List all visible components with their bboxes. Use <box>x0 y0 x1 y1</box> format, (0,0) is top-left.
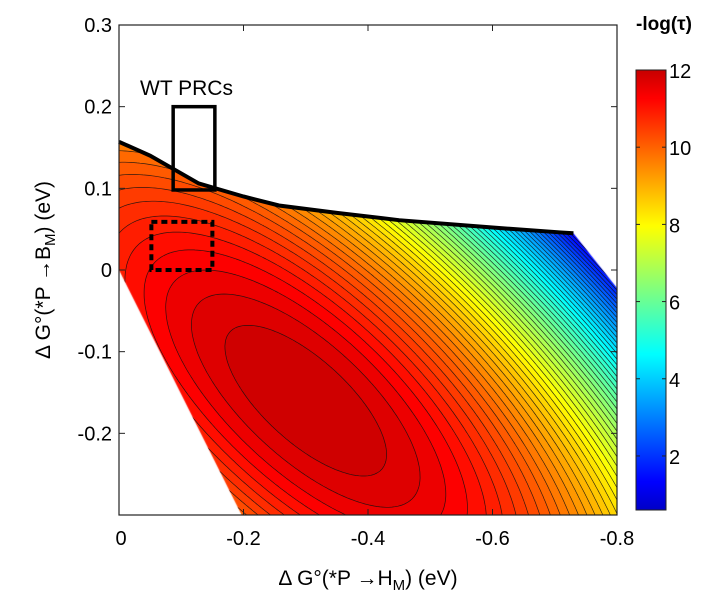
x-tick-label: 0 <box>115 528 126 550</box>
contour-line <box>284 141 617 309</box>
y-tick-label: -0.1 <box>78 342 112 364</box>
contour-line <box>124 231 487 516</box>
x-tick-label: -0.8 <box>600 528 634 550</box>
y-tick-label: 0.3 <box>84 15 112 37</box>
contour-line <box>119 187 530 516</box>
y-tick-label: 0 <box>101 260 112 282</box>
wt-prcs-label: WT PRCs <box>140 77 233 100</box>
contour-line <box>119 141 617 516</box>
colorbar-frame <box>635 69 667 511</box>
annotations: WT PRCs <box>140 77 233 272</box>
colorbar-tick-label: 4 <box>669 370 680 392</box>
contour-line <box>143 249 468 516</box>
colorbar: 2 4 6 8 10 12 -log(τ) <box>635 14 692 511</box>
colorbar-ticks: 2 4 6 8 10 12 <box>636 61 691 469</box>
contour-line <box>207 141 617 366</box>
contour-line <box>296 141 617 300</box>
axis-ticks <box>118 24 618 515</box>
colorbar-tick-label: 10 <box>669 138 691 160</box>
domain-top-boundary <box>118 139 574 236</box>
contour-line <box>224 324 387 477</box>
x-tick-label: -0.2 <box>226 528 260 550</box>
contour-line <box>231 141 617 349</box>
y-tick-label: 0.1 <box>84 178 112 200</box>
contour-line <box>119 141 571 516</box>
contour-line <box>119 141 612 516</box>
contour-line <box>119 141 617 516</box>
wt-prcs-box <box>171 104 217 192</box>
contour-line <box>266 141 617 323</box>
x-tick-labels: 0 -0.2 -0.4 -0.6 -0.8 <box>115 528 634 550</box>
x-tick-label: -0.6 <box>475 528 509 550</box>
colorbar-tick-label: 6 <box>669 293 680 315</box>
contour-line <box>119 150 562 516</box>
y-tick-label: 0.2 <box>84 97 112 119</box>
contour-line <box>198 141 617 371</box>
y-axis-label: Δ G°(*P →BM) (eV) <box>32 181 59 359</box>
contour-line <box>290 141 617 304</box>
contour-line <box>278 141 617 314</box>
contour-line <box>323 141 617 278</box>
colorbar-tick-label: 12 <box>669 61 691 83</box>
colorbar-title: -log(τ) <box>636 14 692 35</box>
contour-line <box>119 161 552 516</box>
colorbar-tick-label: 2 <box>669 447 680 469</box>
contour-line <box>119 200 517 516</box>
contour-line <box>119 141 617 516</box>
x-tick-label: -0.4 <box>351 528 385 550</box>
x-axis-label: Δ G°(*P →HM) (eV) <box>278 567 457 594</box>
contour-line <box>223 141 617 354</box>
colorbar-tick-label: 8 <box>669 215 680 237</box>
dashed-box <box>149 219 215 272</box>
contour-line <box>191 293 421 508</box>
contour-line <box>318 141 617 282</box>
contour-line <box>245 141 617 338</box>
contour-line <box>119 141 597 516</box>
contour-line <box>169 141 617 390</box>
y-tick-labels: 0.3 0.2 0.1 0 -0.1 -0.2 <box>78 15 112 445</box>
contour-line <box>119 215 503 516</box>
y-tick-label: -0.2 <box>78 423 112 445</box>
contour-line <box>165 269 447 516</box>
contour-line <box>119 141 617 516</box>
contour-line <box>119 141 580 516</box>
